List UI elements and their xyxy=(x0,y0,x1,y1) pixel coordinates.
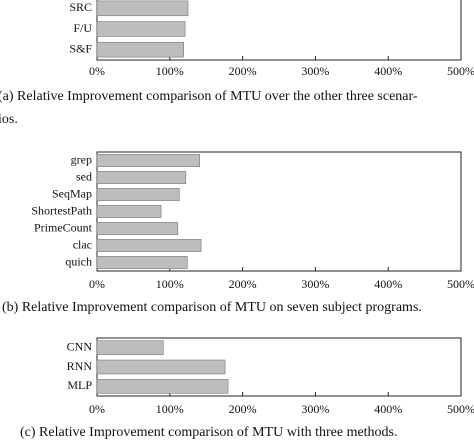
x-tick-label: 100% xyxy=(156,277,184,291)
y-tick-label: F/U xyxy=(73,21,92,35)
bar xyxy=(96,154,200,167)
x-tick-label: 400% xyxy=(374,402,402,416)
x-tick-label: 500% xyxy=(447,64,474,78)
y-tick-label: PrimeCount xyxy=(34,220,93,234)
bar xyxy=(96,0,189,17)
x-tick-label: 0% xyxy=(89,277,105,291)
bar xyxy=(96,359,226,375)
bar xyxy=(96,21,186,37)
y-tick-label: grep xyxy=(71,152,92,166)
bar xyxy=(96,239,202,252)
caption: (b) Relative Improvement comparison of M… xyxy=(2,300,422,315)
x-tick-label: 200% xyxy=(229,402,257,416)
x-tick-label: 200% xyxy=(229,64,257,78)
x-tick-label: 400% xyxy=(374,277,402,291)
bar xyxy=(96,171,187,184)
caption: (c) Relative Improvement comparison of M… xyxy=(20,425,398,440)
y-tick-label: CNN xyxy=(67,339,93,353)
bar xyxy=(96,340,164,355)
y-tick-label: SeqMap xyxy=(52,186,92,200)
x-tick-label: 400% xyxy=(374,64,402,78)
bar xyxy=(96,188,180,201)
x-tick-label: 200% xyxy=(229,277,257,291)
x-tick-label: 100% xyxy=(156,402,184,416)
bar xyxy=(96,379,229,394)
x-tick-label: 0% xyxy=(89,402,105,416)
x-tick-label: 500% xyxy=(447,402,474,416)
y-tick-label: SRC xyxy=(69,0,92,14)
y-tick-label: MLP xyxy=(67,378,92,392)
y-tick-label: ShortestPath xyxy=(31,203,92,217)
y-tick-label: quich xyxy=(65,254,92,268)
caption: ios. xyxy=(0,112,18,127)
x-tick-label: 100% xyxy=(156,64,184,78)
x-tick-label: 300% xyxy=(301,402,329,416)
x-tick-label: 500% xyxy=(447,277,474,291)
x-tick-label: 300% xyxy=(301,64,329,78)
bar xyxy=(96,256,188,269)
y-tick-label: S&F xyxy=(69,41,92,55)
y-tick-label: sed xyxy=(76,169,92,183)
y-tick-label: RNN xyxy=(67,359,93,373)
y-tick-label: clac xyxy=(73,237,92,251)
bar xyxy=(96,205,162,218)
bar xyxy=(96,41,184,58)
caption: (a) Relative Improvement comparison of M… xyxy=(0,89,418,104)
bar xyxy=(96,222,179,235)
x-tick-label: 300% xyxy=(301,277,329,291)
x-tick-label: 0% xyxy=(89,64,105,78)
